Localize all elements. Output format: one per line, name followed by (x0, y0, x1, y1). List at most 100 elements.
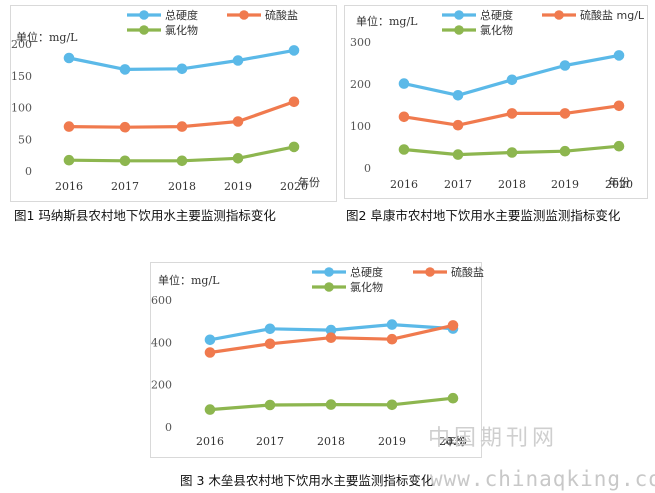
chart-1-series-3-point (176, 155, 188, 167)
chart-3-series-2-point (204, 347, 216, 358)
chart-1-series-2-point (176, 121, 188, 132)
chart-3-legend-marker-1 (324, 267, 334, 277)
chart-1-ytick-label: 0 (25, 165, 32, 178)
chart-3-unit-label: 单位：mg/L (158, 273, 220, 287)
chart-1-series-1-point (63, 52, 75, 64)
chart-1-series-2-point (63, 121, 75, 132)
chart-1-series-2-point (119, 121, 131, 133)
chart-3-series-1-point (204, 334, 216, 346)
chart-1-legend-marker-3 (139, 25, 149, 35)
chart-2-xtick-label: 2017 (444, 178, 472, 191)
chart-3-series-3-point (447, 392, 459, 404)
chart-2-xtick-label: 2019 (551, 178, 579, 191)
chart-1-legend-marker-2 (239, 10, 249, 20)
chart-1-xtick-label: 2020 (280, 180, 308, 193)
chart-2-legend-marker-1 (454, 10, 464, 20)
chart-1-series-3-point (232, 153, 244, 164)
chart-2-series-2-point (506, 108, 518, 119)
chart-1-series-1-point (176, 63, 188, 75)
chart-1-xtick-label: 2019 (224, 180, 252, 193)
chart-3-ytick-label: 400 (151, 336, 172, 349)
chart-1-series-2-point (232, 116, 244, 127)
chart-3-xtick-label: 2016 (196, 435, 224, 448)
chart-2-legend-label-2: 硫酸盐 mg/L (580, 8, 645, 22)
chart-2-unit-label: 单位：mg/L (356, 14, 418, 28)
chart-2-xtick-label: 2018 (498, 178, 526, 191)
chart-3-series-3-point (264, 399, 276, 411)
chart-3-legend-label-3: 氯化物 (350, 280, 383, 294)
chart-2-x-unit-label: 年份 (608, 175, 630, 189)
chart-3-series-1-point (386, 319, 398, 330)
chart-1-series-3-point (63, 154, 75, 166)
chart-3-series-3-point (325, 399, 337, 410)
chart-1-legend-label-2: 硫酸盐 (265, 8, 298, 22)
chart-2-series-2-point (398, 111, 410, 123)
chart-1-series-3-point (119, 155, 131, 167)
chart-2-legend-label-1: 总硬度 (480, 8, 513, 22)
chart-1-ytick-label: 200 (11, 38, 32, 51)
chart-3-xtick-label: 2020 (439, 435, 467, 448)
chart-3-ytick-label: 600 (151, 294, 172, 307)
chart-1-xtick-label: 2016 (55, 180, 83, 193)
chart-2-series-1-point (398, 78, 410, 89)
chart-3-legend-label-2: 硫酸盐 (451, 265, 484, 279)
chart-2-series-1-point (559, 60, 571, 71)
chart-3-series-2-point (264, 338, 276, 350)
chart-1-series-1-point (288, 45, 300, 56)
chart-2-ytick-label: 0 (364, 162, 371, 175)
chart-2-ytick-label: 200 (350, 78, 371, 91)
chart-2-series-3-point (613, 140, 625, 152)
chart-2-series-1-point (506, 74, 518, 86)
chart-3-xtick-label: 2019 (378, 435, 406, 448)
chart-2-legend-marker-3 (454, 25, 464, 35)
chart-1-x-unit-label: 年份 (298, 175, 320, 189)
chart-2-ytick-label: 300 (350, 36, 371, 49)
chart-1-ytick-label: 50 (18, 133, 32, 146)
chart-1-ytick-label: 150 (11, 70, 32, 83)
chart-2-series-1-point (452, 90, 464, 101)
chart-1-unit-label: 单位：mg/L (16, 30, 78, 44)
chart-3-series-3-point (204, 404, 216, 415)
chart-2-series-3-point (398, 144, 410, 155)
chart-2-legend-label-3: 氯化物 (480, 23, 513, 37)
chart-3-caption: 图 3 木垒县农村地下饮用水主要监测指标变化 (180, 473, 434, 488)
chart-2-caption: 图2 阜康市农村地下饮用水主要监测监测指标变化 (346, 208, 621, 223)
chart-3-xtick-label: 2017 (256, 435, 284, 448)
chart-1-xtick-label: 2017 (111, 180, 139, 193)
chart-3-ytick-label: 0 (165, 421, 172, 434)
chart-1-frame (10, 5, 337, 202)
chart-2-series-2-point (452, 119, 464, 131)
chart-2-series-2-point (613, 100, 625, 112)
watermark-site-name: 中国期刊网 (428, 426, 559, 451)
chart-1-legend-label-1: 总硬度 (165, 8, 198, 22)
chart-1-series-2-point (288, 96, 300, 108)
chart-3-frame (150, 262, 482, 458)
chart-2-series-3-point (452, 149, 464, 160)
chart-1-ytick-label: 100 (11, 102, 32, 115)
chart-1-series-3-point (288, 141, 300, 153)
chart-3-series-3-point (386, 399, 398, 411)
chart-2-frame (344, 5, 648, 199)
chart-3-legend-label-1: 总硬度 (350, 265, 383, 279)
chart-2-series-1-point (613, 50, 625, 61)
chart-3-series-2-point (386, 333, 398, 345)
chart-2-xtick-label: 2016 (390, 178, 418, 191)
chart-2-series-2-point (559, 108, 571, 119)
chart-3-xtick-label: 2018 (317, 435, 345, 448)
chart-1-xtick-label: 2018 (168, 180, 196, 193)
chart-2-series-3-point (559, 145, 571, 157)
chart-3-series-1-point (264, 323, 276, 335)
chart-3-x-unit-label: 年份 (444, 434, 466, 448)
chart-3-series-2-point (325, 332, 337, 344)
chart-1-caption: 图1 玛纳斯县农村地下饮用水主要监测指标变化 (14, 208, 276, 223)
chart-1-legend-label-3: 氯化物 (165, 23, 198, 37)
watermark-url: www.chinaqking.com (430, 467, 655, 491)
chart-2-legend-marker-2 (554, 10, 564, 20)
chart-1-series-1-point (119, 64, 131, 75)
chart-3-legend-marker-2 (425, 267, 435, 277)
chart-1-legend-marker-1 (139, 10, 149, 20)
chart-3-legend-marker-3 (324, 282, 334, 292)
chart-2-xtick-label: 2020 (605, 178, 633, 191)
chart-2-series-3-point (506, 147, 518, 158)
